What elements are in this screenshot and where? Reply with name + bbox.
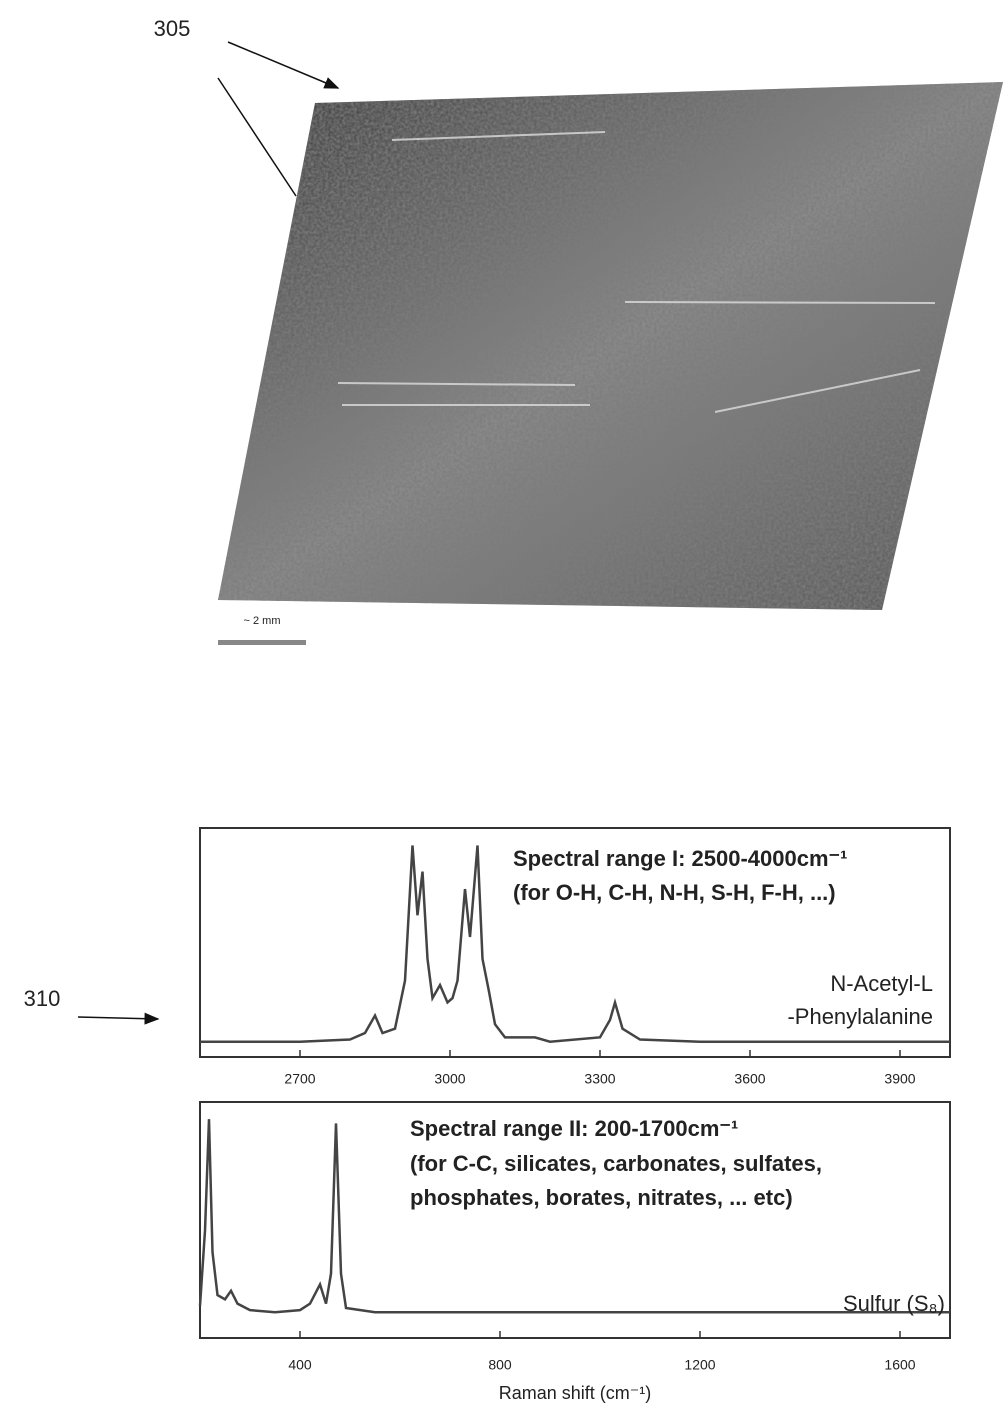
figure-label: 310 bbox=[24, 986, 61, 1011]
spectrum-line bbox=[198, 1119, 950, 1314]
scale-bar-label: ~ 2 mm bbox=[244, 615, 281, 627]
leader-line bbox=[217, 77, 297, 197]
x-tick-label: 3000 bbox=[434, 1071, 465, 1087]
annotation: -Phenylalanine bbox=[787, 1004, 933, 1029]
scale-bar bbox=[218, 640, 306, 645]
arrow bbox=[227, 41, 340, 89]
x-tick-label: 400 bbox=[288, 1357, 312, 1373]
arrow bbox=[77, 1012, 160, 1025]
x-tick-label: 3600 bbox=[734, 1071, 765, 1087]
annotation: Spectral range I: 2500-4000cm⁻¹ bbox=[513, 846, 847, 871]
x-tick-label: 1200 bbox=[684, 1357, 715, 1373]
annotation: (for C-C, silicates, carbonates, sulfate… bbox=[410, 1151, 822, 1176]
x-tick-label: 800 bbox=[488, 1357, 512, 1373]
figure-label: 305 bbox=[154, 16, 191, 41]
x-tick-label: 1600 bbox=[884, 1357, 915, 1373]
spectrum-line bbox=[200, 845, 950, 1043]
x-tick-label: 3900 bbox=[884, 1071, 915, 1087]
x-tick-label: 3300 bbox=[584, 1071, 615, 1087]
x-axis-label: Raman shift (cm⁻¹) bbox=[499, 1383, 652, 1403]
plot-frame bbox=[199, 1101, 951, 1339]
annotation: N-Acetyl-L bbox=[830, 971, 933, 996]
x-tick-label: 2700 bbox=[284, 1071, 315, 1087]
sample-image bbox=[218, 82, 1003, 610]
plot-frame bbox=[199, 827, 951, 1058]
annotation: (for O-H, C-H, N-H, S-H, F-H, ...) bbox=[513, 880, 836, 905]
annotation: phosphates, borates, nitrates, ... etc) bbox=[410, 1185, 793, 1210]
annotation: Sulfur (S₈) bbox=[843, 1291, 945, 1316]
annotation: Spectral range II: 200-1700cm⁻¹ bbox=[410, 1116, 738, 1141]
